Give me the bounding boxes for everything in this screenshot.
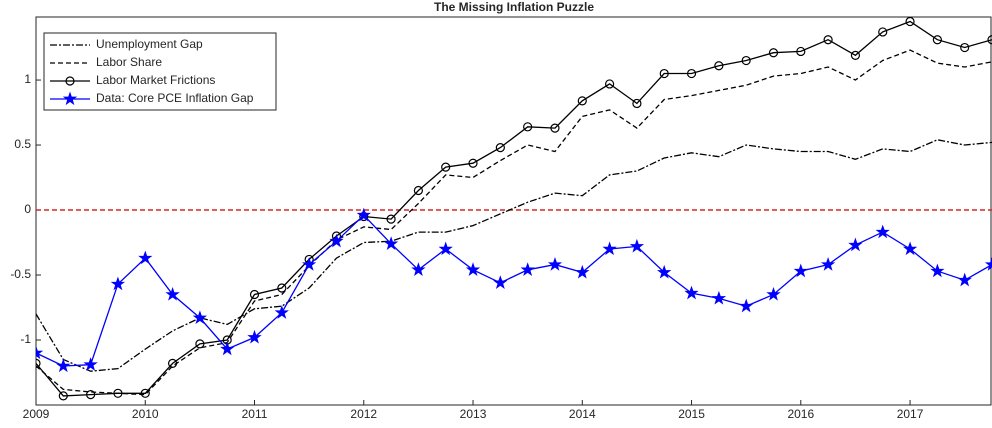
point-marker [65,76,75,86]
point-marker [523,122,533,132]
point-marker [465,262,481,276]
point-marker [714,61,724,71]
point-marker [165,286,180,301]
series-line [36,20,992,397]
point-marker [820,257,836,271]
point-marker [438,241,453,256]
series-line [36,139,992,372]
chart-title: The Missing Inflation Puzzle [434,0,594,14]
point-marker [796,46,806,57]
point-marker [632,98,642,109]
point-marker [520,262,535,276]
point-marker [960,42,970,53]
point-marker [957,272,972,287]
point-marker [793,263,808,278]
point-marker [383,236,399,250]
point-marker [547,257,563,271]
point-marker [711,290,727,305]
y-tick-label: 0.5 [14,137,31,151]
point-marker [247,329,262,344]
point-marker [823,35,833,45]
x-tick-label: 2010 [132,407,159,421]
legend-label: Labor Market Frictions [96,73,215,87]
point-marker [493,275,508,289]
point-marker [659,68,669,79]
point-marker [468,158,478,168]
point-marker [301,257,317,271]
point-marker [602,241,617,256]
plot-content [36,17,992,401]
legend-box [43,32,277,111]
point-marker [550,123,560,133]
y-tick-label: -0.5 [10,267,31,281]
point-marker [495,143,505,153]
point-marker [86,390,96,400]
x-tick-label: 2015 [678,407,705,421]
point-marker [274,305,289,319]
point-marker [329,233,344,248]
point-marker [83,357,98,371]
point-marker [932,35,942,45]
x-tick-label: 2012 [350,407,377,421]
point-marker [657,264,672,279]
point-marker [386,214,396,224]
point-marker [875,224,890,239]
point-marker [984,257,992,271]
point-marker [902,241,918,256]
point-marker [766,286,781,301]
point-marker [167,358,178,369]
point-marker [850,50,861,60]
x-tick-label: 2016 [787,407,814,421]
point-marker [192,310,208,325]
legend-label: Unemployment Gap [96,37,203,51]
y-tick-label: -1 [20,332,31,346]
point-marker [58,391,68,401]
point-marker [604,79,615,89]
x-tick-label: 2014 [569,407,596,421]
point-marker [356,207,371,222]
point-marker [930,263,945,278]
point-marker [739,298,754,313]
point-marker [220,341,235,356]
x-tick-label: 2011 [242,407,268,421]
point-marker [684,285,699,300]
point-marker [987,35,992,45]
point-marker [878,27,888,37]
point-marker [575,264,590,279]
point-marker [36,345,44,360]
point-marker [277,283,287,293]
point-marker [441,162,451,172]
y-tick-label: 0 [24,202,31,216]
point-marker [413,185,423,196]
point-marker [577,96,587,106]
point-marker [56,358,71,373]
point-marker [62,91,78,106]
point-marker [195,339,205,349]
x-tick-label: 2017 [897,407,924,421]
legend-label: Labor Share [96,55,162,69]
point-marker [411,262,426,276]
x-tick-label: 2013 [460,407,487,421]
x-tick-label: 2009 [23,407,50,421]
series-line [36,49,992,396]
point-marker [138,250,153,265]
point-marker [629,238,645,253]
point-marker [686,68,697,79]
point-marker [848,237,863,252]
point-marker [905,17,915,27]
point-marker [741,55,751,66]
series-line [36,214,992,367]
legend-label: Data: Core PCE Inflation Gap [96,91,254,105]
point-marker [768,48,779,58]
y-tick-label: 1 [24,72,31,86]
point-marker [110,276,126,291]
point-marker [140,388,150,398]
point-marker [249,289,260,300]
point-marker [36,358,41,369]
point-marker [113,388,123,398]
